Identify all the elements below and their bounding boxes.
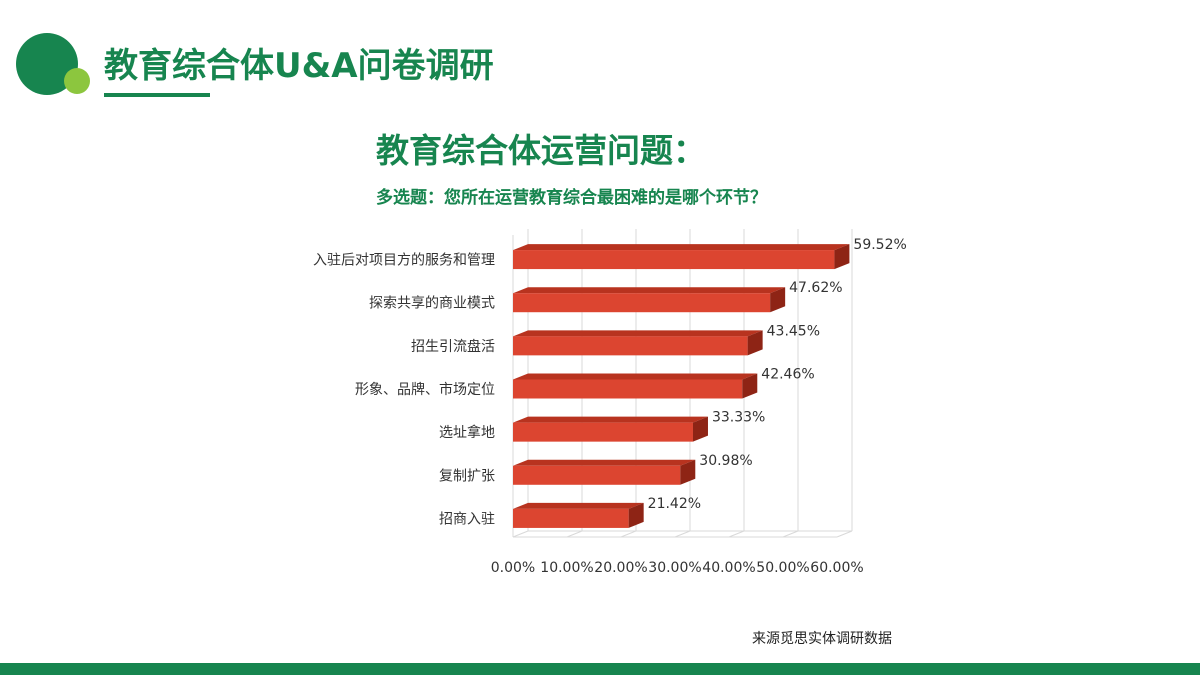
x-tick-label: 10.00% bbox=[540, 560, 593, 576]
gridline-floor bbox=[620, 530, 637, 538]
title-underline bbox=[104, 93, 210, 97]
data-label: 21.42% bbox=[648, 496, 701, 512]
bar-side-face bbox=[770, 287, 786, 313]
chart-title: 教育综合体运营问题： bbox=[376, 131, 706, 170]
x-tick-label: 50.00% bbox=[756, 560, 809, 576]
bar-side-face bbox=[692, 416, 708, 442]
category-label: 招商入驻 bbox=[439, 511, 495, 527]
bar-side-face bbox=[834, 244, 850, 270]
category-label: 选址拿地 bbox=[439, 424, 495, 441]
page-title: 教育综合体U&A问卷调研 bbox=[104, 46, 494, 86]
x-tick-label: 20.00% bbox=[594, 560, 647, 576]
source-note: 来源觅思实体调研数据 bbox=[752, 631, 892, 647]
bar-top-face bbox=[513, 373, 758, 380]
gridline-floor bbox=[782, 530, 799, 538]
bar-side-face bbox=[680, 459, 696, 485]
gridline-floor bbox=[566, 530, 583, 538]
category-label: 探索共享的商业模式 bbox=[369, 295, 495, 312]
bar bbox=[513, 250, 835, 270]
bar bbox=[513, 379, 743, 399]
bar-side-face bbox=[747, 330, 763, 356]
category-label: 入驻后对项目方的服务和管理 bbox=[313, 253, 495, 269]
category-label: 复制扩张 bbox=[439, 467, 495, 484]
data-label: 33.33% bbox=[712, 410, 765, 426]
data-label: 42.46% bbox=[761, 367, 814, 383]
bar bbox=[513, 293, 771, 313]
x-tick-label: 40.00% bbox=[702, 560, 755, 576]
footer-bar bbox=[0, 663, 1200, 675]
bar bbox=[513, 336, 748, 356]
logo-circle-small bbox=[64, 68, 90, 94]
category-label: 形象、品牌、市场定位 bbox=[355, 381, 495, 398]
bar-top-face bbox=[513, 416, 708, 423]
data-label: 59.52% bbox=[853, 237, 906, 253]
bar-top-face bbox=[513, 244, 850, 251]
bar-top-face bbox=[513, 502, 644, 509]
bar bbox=[513, 508, 629, 528]
gridline-floor bbox=[728, 530, 745, 538]
chart-subtitle: 多选题：您所在运营教育综合最困难的是哪个环节？ bbox=[376, 188, 767, 208]
data-label: 47.62% bbox=[789, 280, 842, 296]
data-label: 30.98% bbox=[699, 453, 752, 469]
gridline-floor bbox=[674, 530, 691, 538]
x-tick-label: 0.00% bbox=[491, 560, 535, 576]
x-tick-label: 30.00% bbox=[648, 560, 701, 576]
bar-top-face bbox=[513, 287, 786, 294]
bar bbox=[513, 465, 681, 485]
bar bbox=[513, 422, 693, 442]
gridline-floor bbox=[512, 530, 529, 538]
data-label: 43.45% bbox=[767, 323, 820, 339]
bar-top-face bbox=[513, 459, 696, 466]
category-label: 招生引流盘活 bbox=[411, 338, 495, 355]
bar-top-face bbox=[513, 330, 763, 337]
bar-side-face bbox=[742, 373, 758, 399]
bar-side-face bbox=[628, 502, 644, 528]
x-tick-label: 60.00% bbox=[810, 560, 863, 576]
gridline-floor bbox=[836, 530, 853, 538]
